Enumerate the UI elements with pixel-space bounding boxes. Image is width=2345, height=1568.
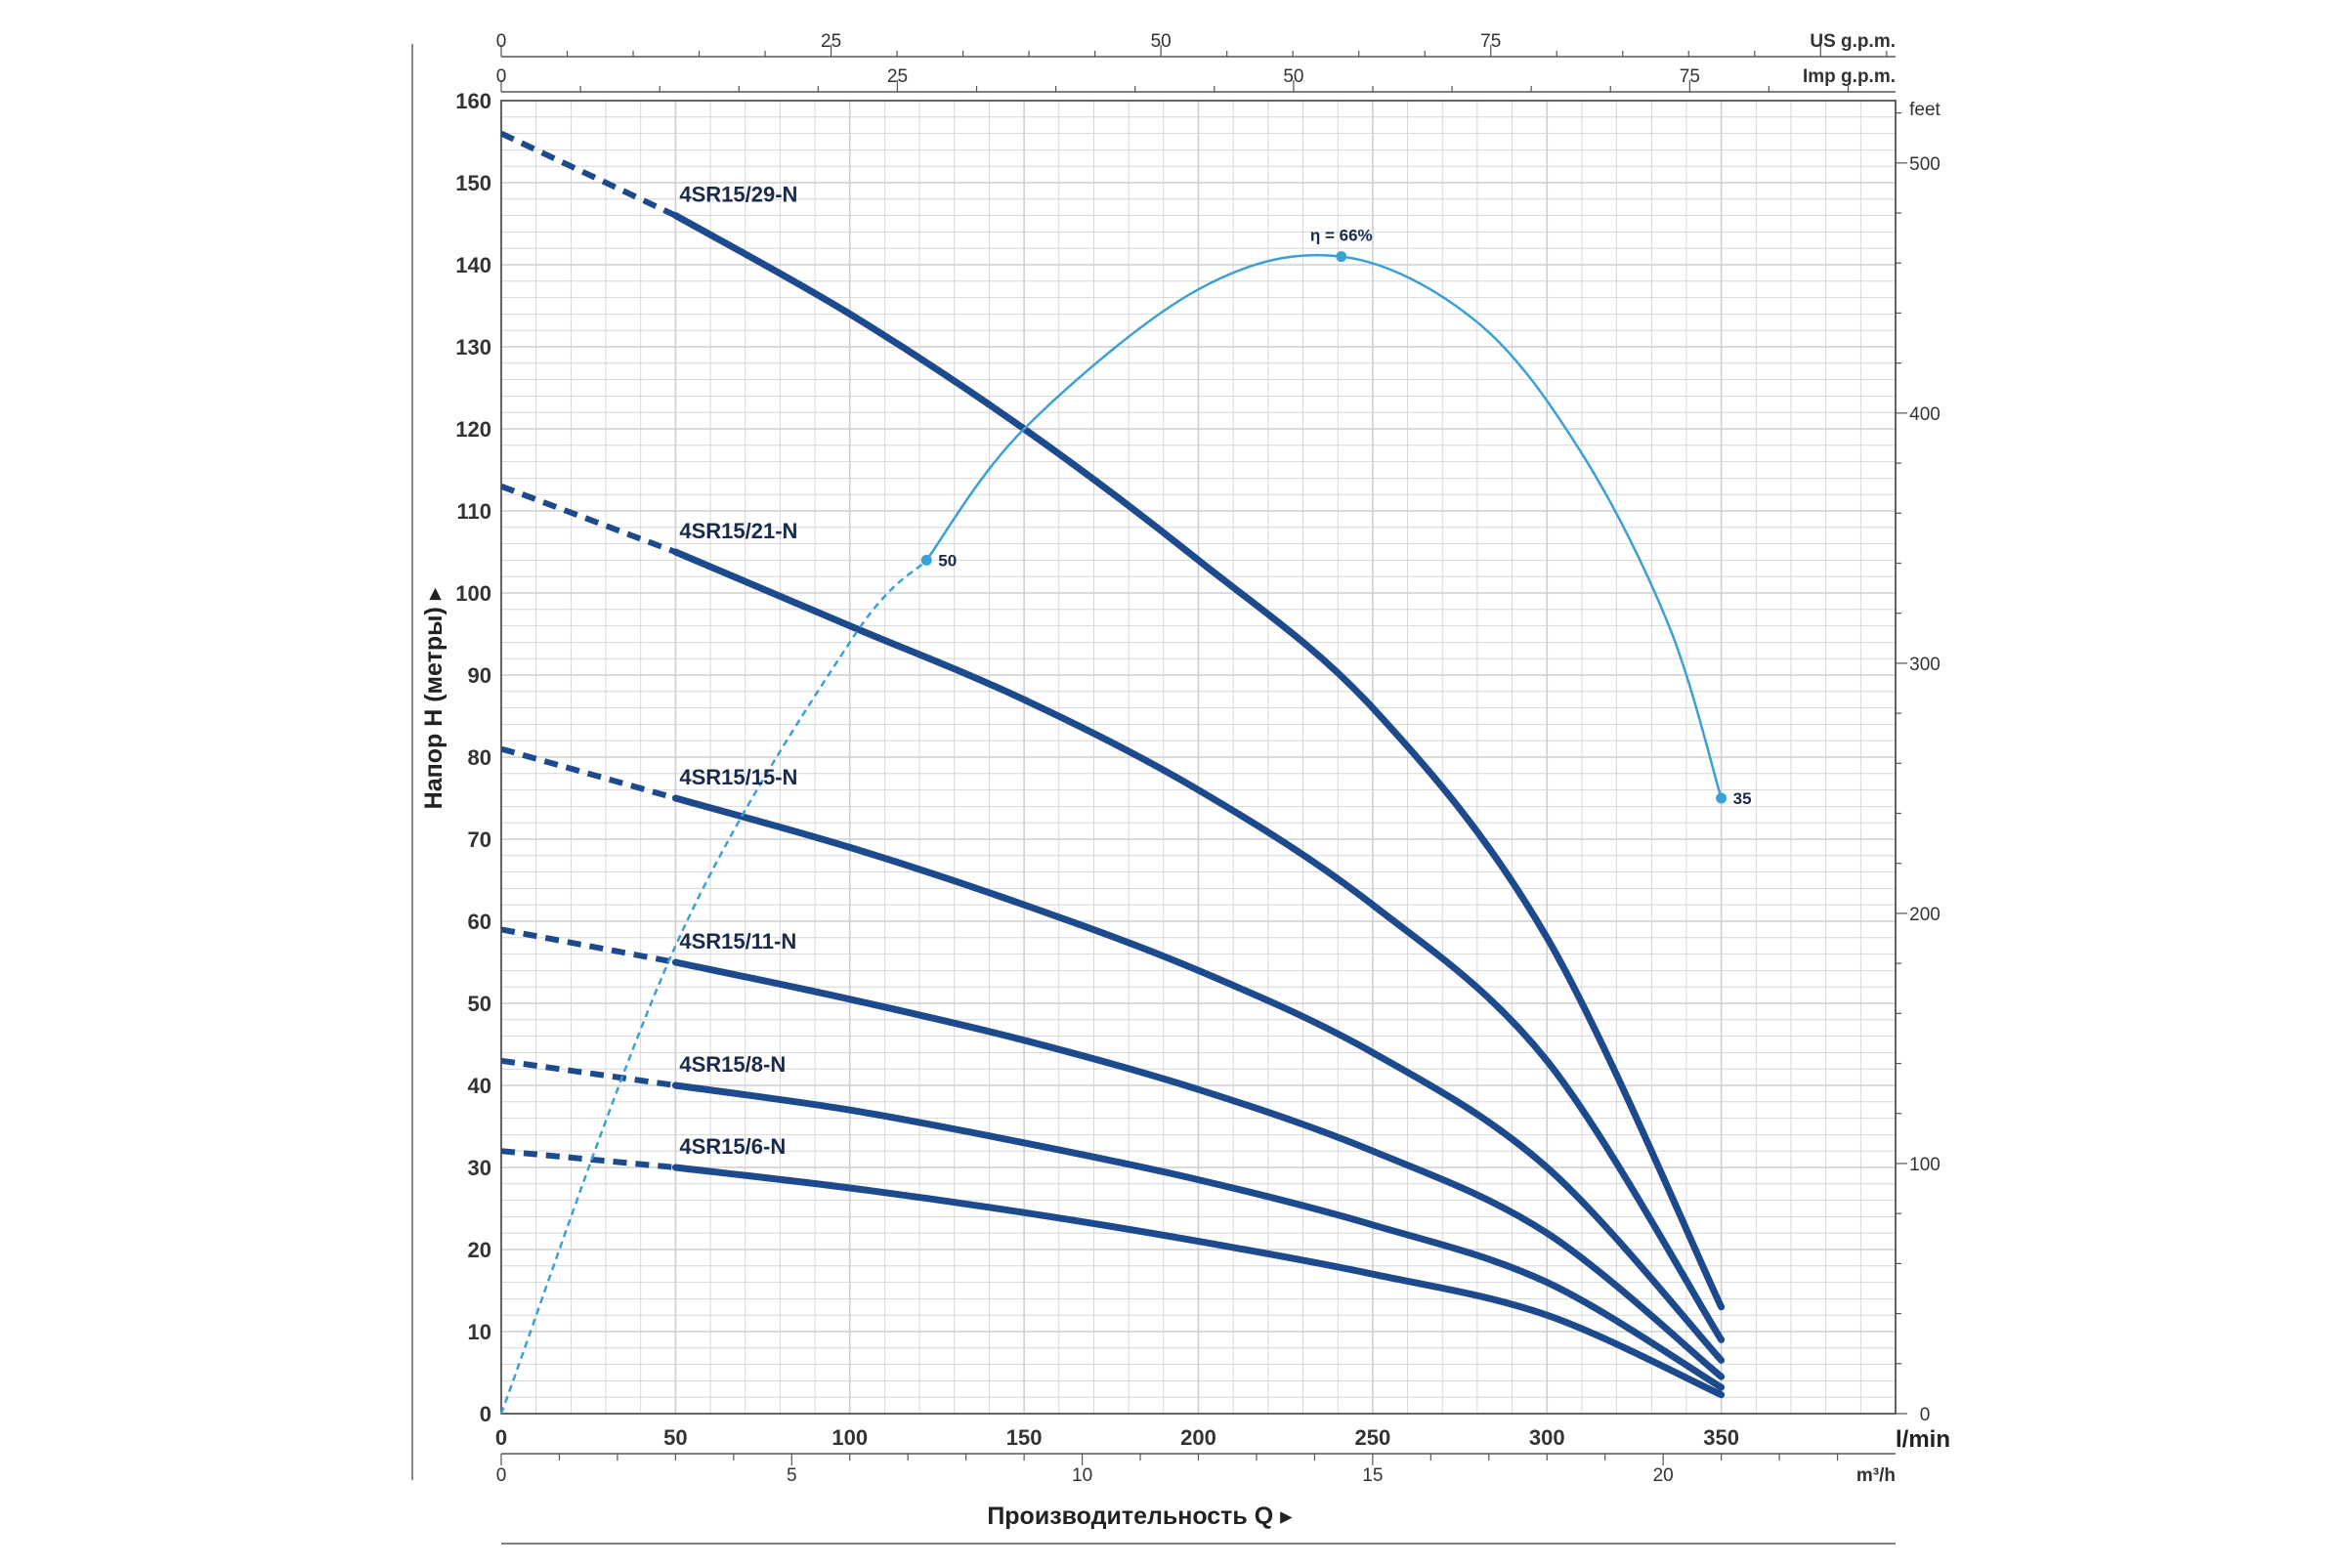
efficiency-label: 35 bbox=[1733, 789, 1752, 808]
series-line-dashed bbox=[499, 130, 677, 219]
y-tick-label: 80 bbox=[468, 745, 491, 770]
y-tick-label: 90 bbox=[468, 663, 491, 688]
y-tick-label: 160 bbox=[455, 89, 491, 113]
top-us-tick-label: 50 bbox=[1151, 31, 1172, 52]
right-feet-tick-label: 500 bbox=[1909, 154, 1940, 175]
x-tick-label: 150 bbox=[1006, 1425, 1043, 1450]
axis-layer: 0102030405060708090100110120130140150160… bbox=[411, 31, 1950, 1545]
series-line bbox=[671, 1164, 1726, 1399]
bottom-m3h-unit: m³/h bbox=[1856, 1465, 1896, 1486]
x-axis-title: Производительность Q ▸ bbox=[987, 1503, 1293, 1530]
right-feet-tick-label: 0 bbox=[1920, 1405, 1931, 1425]
top-imp-tick-label: 0 bbox=[496, 66, 507, 87]
plot-border bbox=[500, 100, 1897, 1415]
efficiency-point bbox=[920, 554, 932, 566]
series-line-dashed bbox=[499, 483, 677, 555]
efficiency-point bbox=[1716, 792, 1727, 804]
series-label: 4SR15/21-N bbox=[679, 519, 797, 543]
x-tick-label: 350 bbox=[1703, 1425, 1739, 1450]
bottom-m3h-tick-label: 15 bbox=[1362, 1465, 1383, 1486]
series-layer bbox=[499, 130, 1726, 1399]
x-tick-label: 100 bbox=[831, 1425, 868, 1450]
right-feet-unit: feet bbox=[1909, 100, 1940, 120]
series-label: 4SR15/29-N bbox=[679, 183, 797, 207]
efficiency-point bbox=[1336, 251, 1347, 263]
series-line bbox=[671, 1081, 1726, 1391]
bottom-m3h-tick-label: 0 bbox=[496, 1465, 507, 1486]
y-tick-label: 150 bbox=[455, 171, 491, 195]
bottom-m3h-tick-label: 20 bbox=[1653, 1465, 1674, 1486]
y-tick-label: 0 bbox=[480, 1402, 491, 1426]
right-feet-tick-label: 300 bbox=[1909, 655, 1940, 675]
top-imp-unit: Imp g.p.m. bbox=[1803, 66, 1896, 87]
series-line bbox=[671, 794, 1726, 1364]
efficiency-layer bbox=[499, 251, 1727, 1415]
top-us-tick-label: 25 bbox=[821, 31, 841, 52]
y-tick-label: 100 bbox=[455, 581, 491, 606]
series-label: 4SR15/8-N bbox=[679, 1052, 786, 1077]
top-us-tick-label: 75 bbox=[1480, 31, 1501, 52]
series-line-dashed bbox=[500, 926, 676, 965]
efficiency-label: η = 66% bbox=[1310, 227, 1373, 245]
y-tick-label: 50 bbox=[468, 992, 491, 1016]
top-imp-tick-label: 25 bbox=[887, 66, 908, 87]
series-line-dashed bbox=[500, 745, 677, 801]
label-layer: 4SR15/29-N 4SR15/21-N 4SR15/15-N 4SR15/11-N… bbox=[679, 183, 1751, 1159]
top-imp-tick-label: 50 bbox=[1283, 66, 1303, 87]
bottom-m3h-tick-label: 5 bbox=[787, 1465, 797, 1486]
top-us-tick-label: 0 bbox=[496, 31, 507, 52]
x-tick-label: 250 bbox=[1355, 1425, 1391, 1450]
y-tick-label: 110 bbox=[457, 499, 492, 524]
x-tick-label: 300 bbox=[1529, 1425, 1565, 1450]
series-line-dashed bbox=[500, 1148, 676, 1170]
series-line bbox=[671, 212, 1726, 1311]
y-tick-label: 30 bbox=[468, 1156, 491, 1180]
series-line-dashed bbox=[500, 1057, 676, 1088]
series-line bbox=[671, 548, 1726, 1343]
x-unit-label: l/min bbox=[1896, 1426, 1950, 1453]
efficiency-label: 50 bbox=[938, 551, 957, 570]
x-tick-label: 200 bbox=[1180, 1425, 1216, 1450]
y-tick-label: 60 bbox=[468, 910, 491, 934]
y-tick-label: 140 bbox=[455, 253, 491, 277]
series-label: 4SR15/6-N bbox=[679, 1134, 786, 1159]
y-tick-label: 130 bbox=[455, 335, 491, 360]
series-label: 4SR15/11-N bbox=[679, 929, 796, 954]
top-imp-tick-label: 75 bbox=[1680, 66, 1700, 87]
y-axis-title: Напор Н (метры) ▸ bbox=[420, 587, 448, 809]
grid-layer bbox=[500, 100, 1897, 1415]
series-label: 4SR15/15-N bbox=[679, 765, 797, 789]
efficiency-line-dashed bbox=[499, 559, 928, 1415]
y-tick-label: 120 bbox=[455, 417, 491, 442]
series-line bbox=[671, 958, 1726, 1380]
y-tick-label: 20 bbox=[468, 1238, 491, 1262]
x-tick-label: 0 bbox=[495, 1425, 507, 1450]
y-tick-label: 40 bbox=[468, 1074, 491, 1098]
top-us-unit: US g.p.m. bbox=[1810, 31, 1896, 52]
right-feet-tick-label: 100 bbox=[1909, 1155, 1940, 1175]
y-tick-label: 70 bbox=[468, 827, 491, 852]
bottom-m3h-tick-label: 10 bbox=[1072, 1465, 1092, 1486]
y-tick-label: 10 bbox=[468, 1320, 491, 1344]
right-feet-tick-label: 400 bbox=[1909, 404, 1940, 425]
x-tick-label: 50 bbox=[663, 1425, 687, 1450]
right-feet-tick-label: 200 bbox=[1909, 905, 1940, 925]
efficiency-line bbox=[925, 253, 1723, 799]
